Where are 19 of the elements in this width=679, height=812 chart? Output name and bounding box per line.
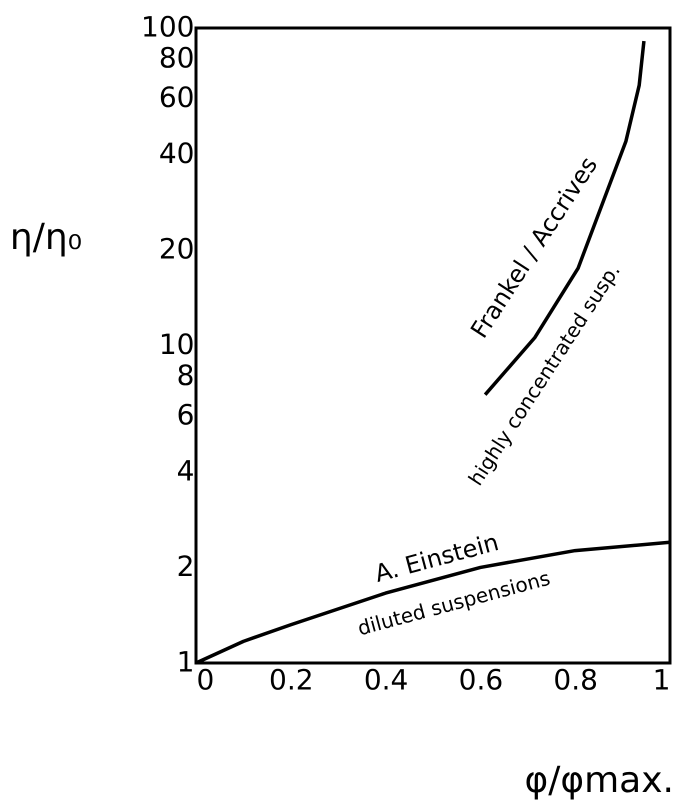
x-tick-label: 0.8 [553,664,598,696]
y-tick-label: 100 [141,10,194,44]
y-tick-label: 80 [158,41,194,74]
y-tick-label: 4 [176,454,194,488]
annotation: A. Einstein [372,528,502,588]
x-tick-label: 0.4 [364,664,408,696]
y-tick-label: 2 [176,550,194,583]
x-tick-label: 1 [652,664,670,696]
y-tick-label: 20 [158,232,194,266]
y-tick-label: 60 [158,80,194,114]
y-tick-label: 8 [176,358,194,392]
x-tick-label: 0.2 [269,664,314,696]
y-tick-label: 10 [158,328,194,361]
x-tick-label: 0.6 [458,664,504,696]
x-tick-label: 0 [196,664,214,696]
x-axis-title: φ/φmax. [524,760,674,801]
y-axis-title: η/η₀ [10,217,82,258]
y-tick-label: 40 [158,136,194,170]
y-tick-label: 6 [176,398,194,432]
